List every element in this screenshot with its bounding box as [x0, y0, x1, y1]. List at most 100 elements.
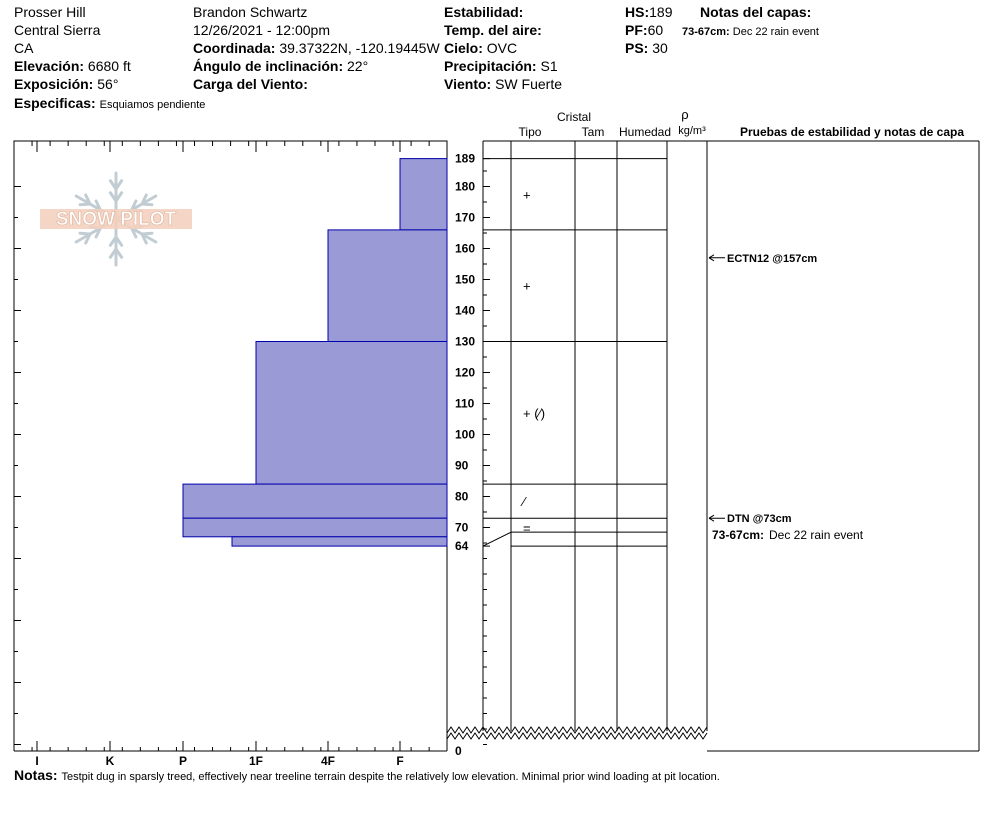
notes-label: Notas:	[14, 767, 58, 783]
logo-text: SNOW PILOT	[56, 209, 177, 230]
hardness-tick-label: F	[396, 754, 403, 768]
layer-note-text: Dec 22 rain event	[732, 26, 819, 38]
aspect-value: 56°	[97, 76, 119, 92]
hardness-tick-label: P	[179, 754, 187, 768]
specifics-label: Especificas:	[14, 95, 96, 111]
col-rho: ρ	[681, 107, 688, 122]
precip-value: S1	[540, 58, 558, 74]
depth-tick-label: 64	[455, 539, 469, 553]
hardness-bar	[327, 229, 448, 342]
sky: Cielo: OVC	[444, 40, 517, 56]
depth-tick-label: 130	[455, 335, 475, 349]
wind: Viento: SW Fuerte	[444, 76, 562, 92]
layer-note-range: 73-67cm:	[712, 528, 764, 542]
grain-type-symbol: +	[523, 187, 531, 202]
sky-value: OVC	[486, 40, 518, 56]
depth-connector	[482, 531, 512, 547]
grain-type-symbol: + (⁄)	[523, 406, 545, 421]
col-density-unit: kg/m³	[678, 125, 706, 137]
air-temp-label: Temp. del aire:	[444, 22, 542, 38]
aspect: Exposición: 56°	[14, 76, 118, 92]
slope-angle: Ángulo de inclinación: 22°	[193, 58, 368, 74]
depth-tick-label: 90	[455, 459, 469, 473]
state: CA	[14, 40, 34, 56]
slope-label: Ángulo de inclinación:	[193, 58, 344, 74]
coord-label: Coordinada:	[193, 40, 276, 56]
test-arrow	[708, 514, 725, 522]
stability-test-label: DTN @73cm	[727, 513, 792, 525]
pf-value: 60	[647, 22, 664, 38]
hardness-bar	[399, 158, 448, 231]
observer: Brandon Schwartz	[193, 4, 308, 20]
hs-label: HS:	[625, 4, 650, 20]
elevation: Elevación: 6680 ft	[14, 58, 131, 74]
depth-tick-label: 110	[455, 397, 475, 411]
snowpilot-logo: SNOW PILOT	[40, 171, 192, 267]
layer-notes-label: Notas del capas:	[700, 4, 812, 20]
depth-tick-label: 170	[455, 211, 475, 225]
specifics-value: Esquiamos pendiente	[99, 99, 206, 111]
air-temp: Temp. del aire:	[444, 22, 542, 38]
depth-tick-label: 100	[455, 428, 475, 442]
hs-value: 189	[649, 4, 673, 20]
test-arrow	[708, 254, 725, 262]
wind-load-label: Carga del Viento:	[193, 76, 308, 92]
grain-type-symbol: ⁄	[520, 494, 527, 509]
coord-value: 39.37322N, -120.19445W	[279, 40, 440, 56]
depth-tick-label: 160	[455, 242, 475, 256]
precipitation: Precipitación: S1	[444, 58, 558, 74]
elevation-value: 6680 ft	[87, 58, 131, 74]
stability: Estabilidad:	[444, 4, 523, 20]
hardness-tick-label: I	[35, 754, 38, 768]
depth-tick-label: 120	[455, 366, 475, 380]
depth-tick-label: 70	[455, 521, 469, 535]
hardness-tick-label: K	[106, 754, 115, 768]
col-crystal: Cristal	[557, 110, 591, 124]
notes: Notas: Testpit dug in sparsly treed, eff…	[14, 767, 720, 785]
precip-label: Precipitación:	[444, 58, 537, 74]
hardness-tick-label: 1F	[249, 754, 263, 768]
layer-note-text: Dec 22 rain event	[769, 528, 864, 542]
hardness-bar	[231, 536, 448, 547]
logo-banner	[40, 209, 192, 229]
hardness-bar	[182, 483, 448, 519]
wind-loading: Carga del Viento:	[193, 76, 308, 92]
wind-value: SW Fuerte	[495, 76, 562, 92]
hardness-tick-label: 4F	[321, 754, 335, 768]
slope-value: 22°	[347, 58, 369, 74]
depth-tick-label: 180	[455, 180, 475, 194]
hs: HS:189	[625, 4, 672, 20]
coordinates: Coordinada: 39.37322N, -120.19445W	[193, 40, 440, 56]
grain-type-symbol: =	[523, 521, 531, 536]
grain-type-symbol: +	[523, 279, 531, 294]
col-moisture: Humedad	[619, 125, 671, 139]
depth-tick-label: 0	[455, 744, 462, 758]
hardness-bar	[255, 341, 448, 485]
elevation-label: Elevación:	[14, 58, 85, 74]
depth-tick-label: 150	[455, 273, 475, 287]
sky-label: Cielo:	[444, 40, 483, 56]
ps-label: PS:	[625, 40, 649, 56]
ps-value: 30	[652, 40, 668, 56]
specifics: Especificas: Esquiamos pendiente	[14, 95, 205, 113]
pf-label: PF:	[625, 22, 648, 38]
aspect-label: Exposición:	[14, 76, 94, 92]
datetime: 12/26/2021 - 12:00pm	[193, 22, 330, 38]
col-tests: Pruebas de estabilidad y notas de capa	[740, 125, 964, 139]
region: Central Sierra	[14, 22, 101, 38]
depth-tick-label: 80	[455, 490, 469, 504]
col-type: Tipo	[519, 125, 542, 139]
notes-text: Testpit dug in sparsly treed, effectivel…	[61, 771, 720, 783]
layer-note: 73-67cm: Dec 22 rain event	[682, 24, 819, 40]
break-line-upper	[446, 726, 708, 734]
depth-tick-label: 189	[455, 152, 475, 166]
pf: PF:60	[625, 22, 663, 38]
ps: PS: 30	[625, 40, 668, 56]
depth-tick-label: 140	[455, 304, 475, 318]
stability-test-label: ECTN12 @157cm	[727, 253, 817, 265]
stability-label: Estabilidad:	[444, 4, 524, 20]
layer-note-range: 73-67cm:	[682, 26, 730, 38]
hardness-bar	[182, 517, 448, 538]
break-line-lower	[446, 732, 708, 740]
